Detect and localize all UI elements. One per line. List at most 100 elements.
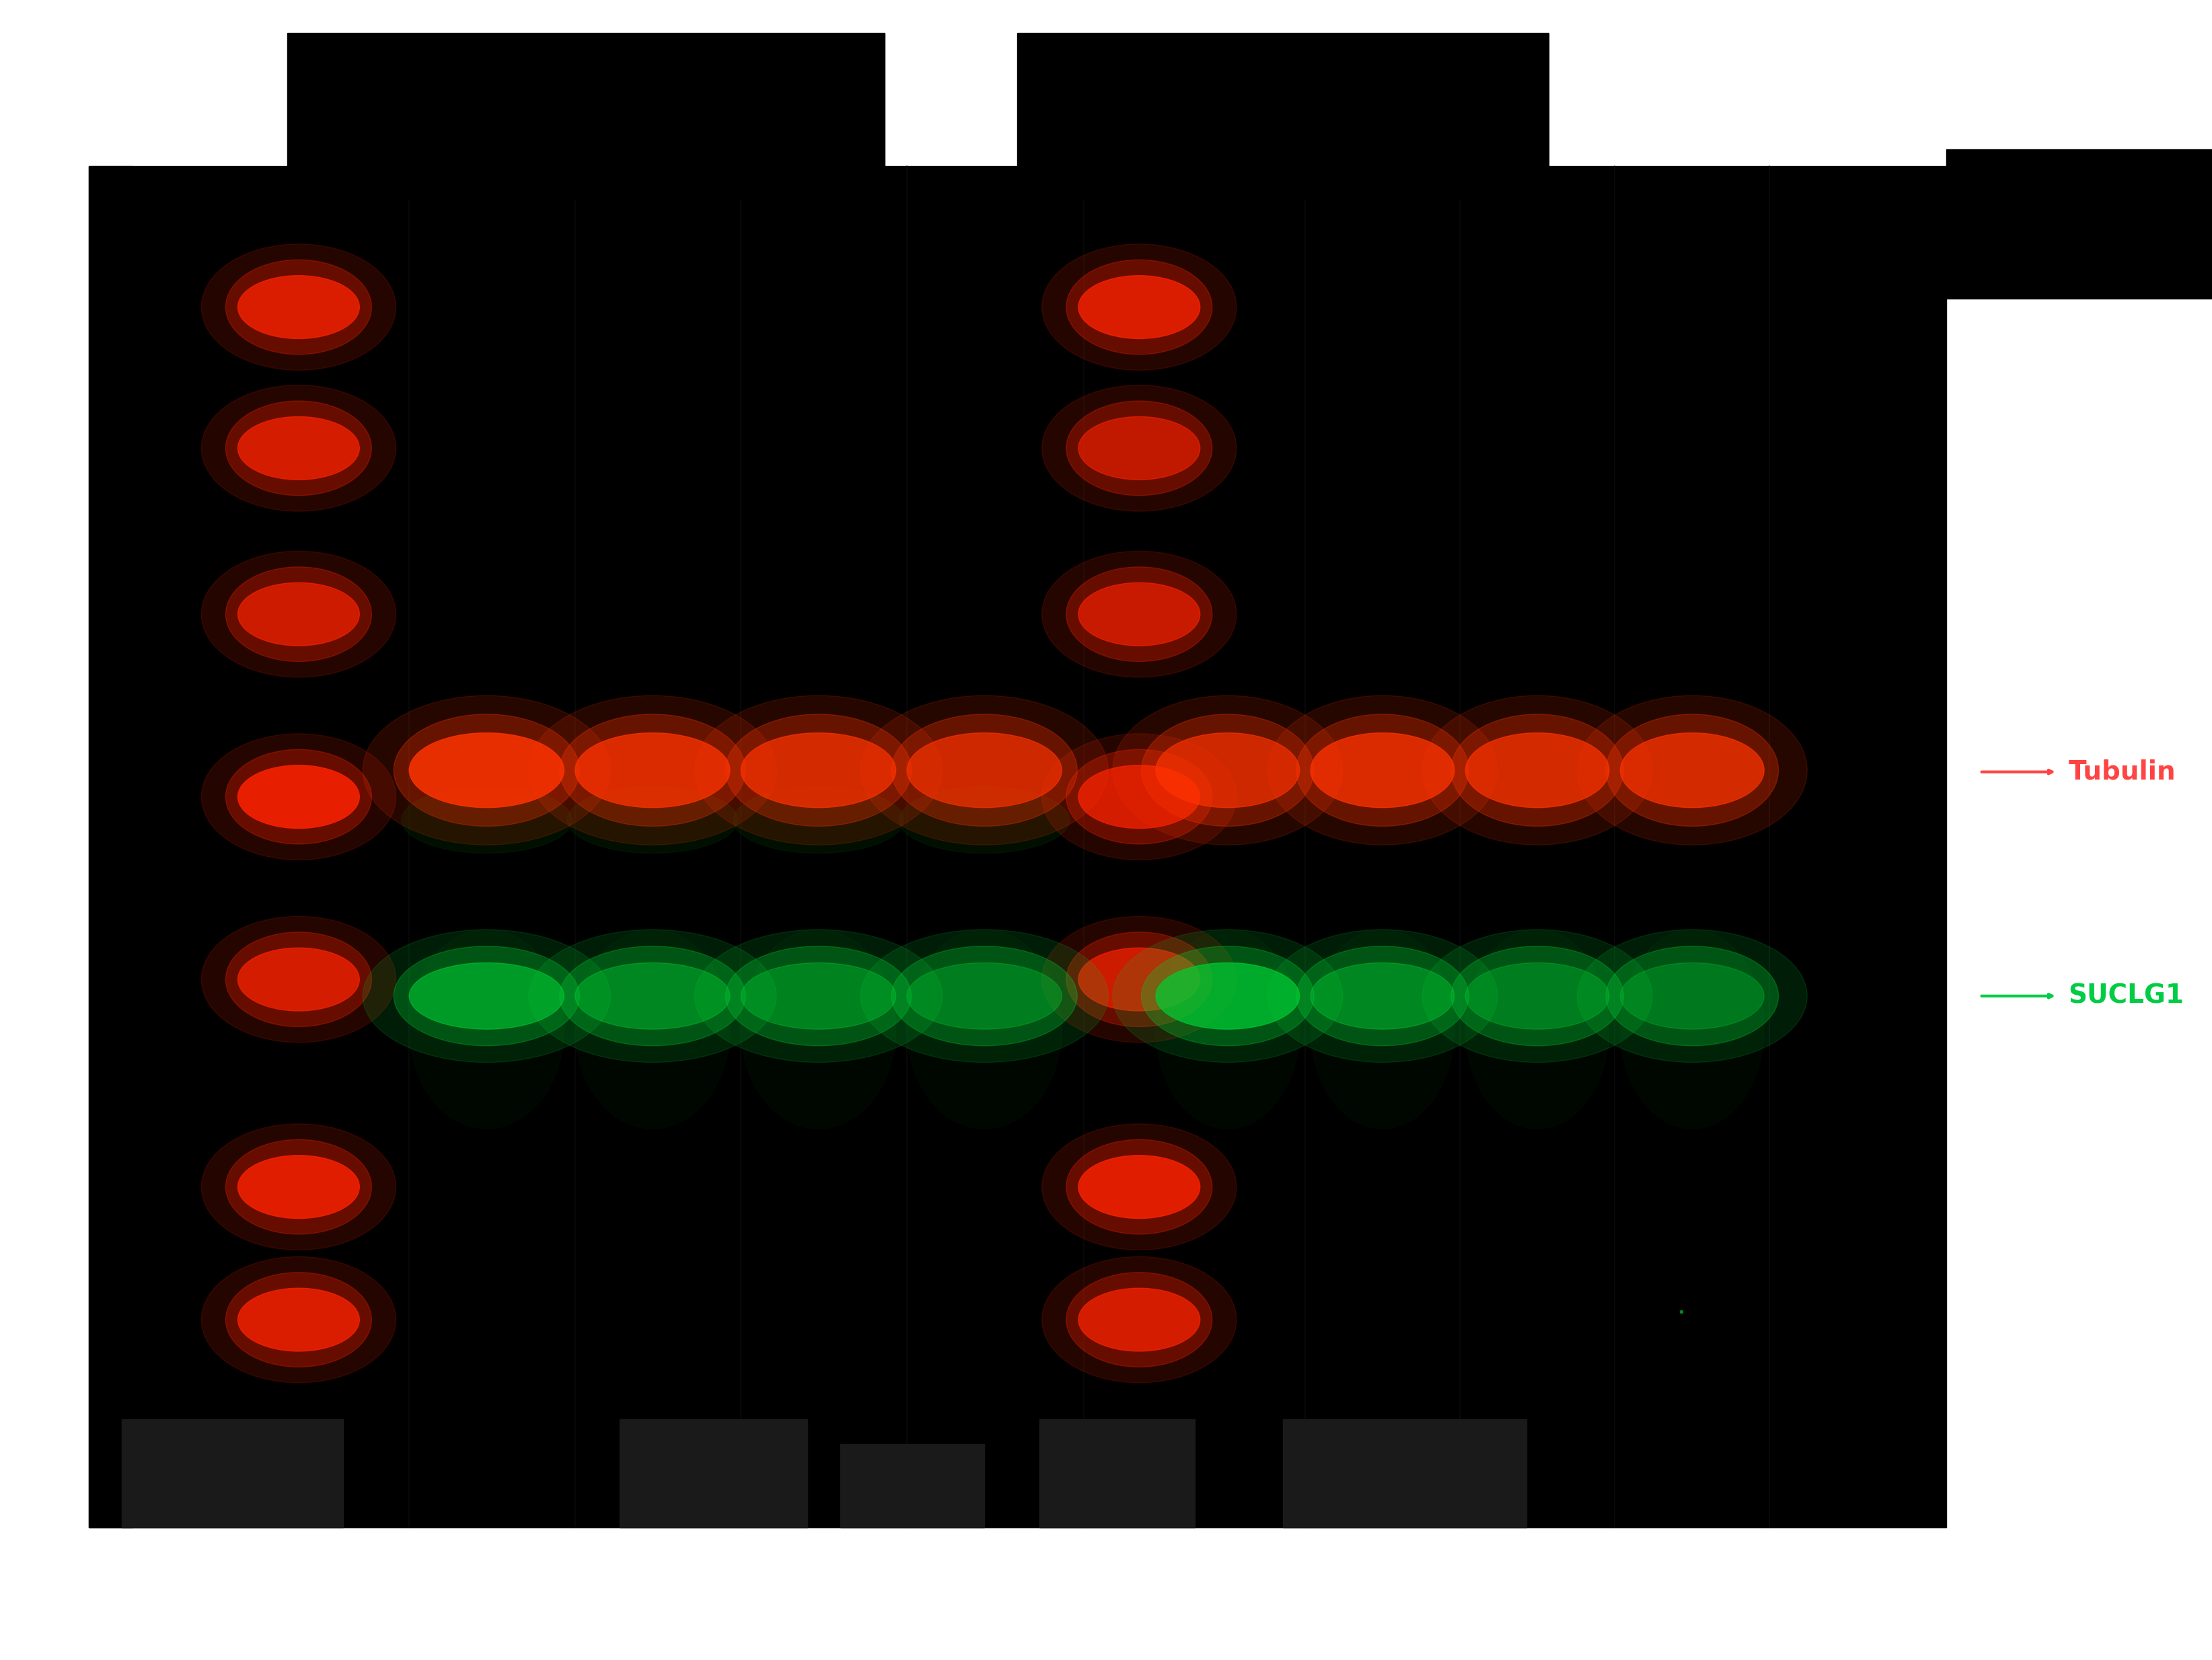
- Ellipse shape: [575, 734, 730, 807]
- Ellipse shape: [898, 787, 1071, 853]
- Ellipse shape: [1141, 946, 1314, 1046]
- Ellipse shape: [907, 963, 1062, 1029]
- Ellipse shape: [201, 734, 396, 860]
- Ellipse shape: [239, 1288, 361, 1351]
- Ellipse shape: [1267, 696, 1498, 845]
- Ellipse shape: [1042, 1124, 1237, 1250]
- Ellipse shape: [529, 696, 776, 845]
- Bar: [288, 33, 885, 199]
- Ellipse shape: [1157, 930, 1301, 1129]
- Text: Tubulin: Tubulin: [2068, 759, 2177, 785]
- Ellipse shape: [1157, 734, 1301, 807]
- Ellipse shape: [1079, 765, 1201, 828]
- Bar: [841, 1444, 984, 1527]
- Ellipse shape: [1113, 930, 1343, 1062]
- Ellipse shape: [1310, 930, 1455, 1129]
- Ellipse shape: [1296, 946, 1469, 1046]
- Ellipse shape: [1296, 714, 1469, 827]
- Ellipse shape: [1464, 963, 1610, 1029]
- Ellipse shape: [239, 1155, 361, 1218]
- Ellipse shape: [566, 787, 737, 853]
- Ellipse shape: [575, 930, 730, 1129]
- Ellipse shape: [1079, 583, 1201, 646]
- Ellipse shape: [1451, 946, 1624, 1046]
- Ellipse shape: [695, 930, 942, 1062]
- Ellipse shape: [1042, 385, 1237, 511]
- Bar: [1947, 149, 2212, 299]
- Ellipse shape: [201, 244, 396, 370]
- Ellipse shape: [575, 963, 730, 1029]
- Ellipse shape: [1464, 734, 1610, 807]
- Ellipse shape: [394, 714, 580, 827]
- Ellipse shape: [1042, 1257, 1237, 1383]
- Ellipse shape: [1310, 963, 1455, 1029]
- Ellipse shape: [1577, 696, 1807, 845]
- Bar: [619, 1419, 807, 1527]
- Ellipse shape: [1577, 930, 1807, 1062]
- Ellipse shape: [560, 714, 745, 827]
- Bar: [88, 166, 133, 1527]
- Ellipse shape: [529, 930, 776, 1062]
- Bar: [1040, 1419, 1194, 1527]
- Ellipse shape: [891, 714, 1077, 827]
- Ellipse shape: [1066, 568, 1212, 662]
- Ellipse shape: [695, 696, 942, 845]
- Ellipse shape: [1079, 948, 1201, 1011]
- Ellipse shape: [226, 568, 372, 662]
- Ellipse shape: [1464, 930, 1610, 1129]
- Ellipse shape: [1310, 734, 1455, 807]
- Ellipse shape: [239, 276, 361, 339]
- Ellipse shape: [1141, 714, 1314, 827]
- Ellipse shape: [201, 1257, 396, 1383]
- Ellipse shape: [201, 1124, 396, 1250]
- Ellipse shape: [1066, 750, 1212, 843]
- Ellipse shape: [1422, 930, 1652, 1062]
- Ellipse shape: [226, 261, 372, 355]
- Ellipse shape: [1451, 714, 1624, 827]
- Ellipse shape: [1157, 963, 1301, 1029]
- Ellipse shape: [1606, 946, 1778, 1046]
- Ellipse shape: [1113, 696, 1343, 845]
- Ellipse shape: [741, 963, 896, 1029]
- Ellipse shape: [1042, 916, 1237, 1042]
- Bar: [1018, 33, 1548, 199]
- Ellipse shape: [226, 402, 372, 496]
- Ellipse shape: [409, 734, 564, 807]
- Text: SUCLG1: SUCLG1: [2068, 983, 2183, 1009]
- Bar: [1283, 1419, 1526, 1527]
- Ellipse shape: [741, 734, 896, 807]
- Ellipse shape: [394, 946, 580, 1046]
- Ellipse shape: [734, 787, 902, 853]
- Ellipse shape: [726, 714, 911, 827]
- Ellipse shape: [1422, 696, 1652, 845]
- Ellipse shape: [1606, 714, 1778, 827]
- Ellipse shape: [201, 551, 396, 677]
- Ellipse shape: [201, 385, 396, 511]
- Ellipse shape: [226, 1140, 372, 1235]
- Ellipse shape: [1267, 930, 1498, 1062]
- Ellipse shape: [1066, 1272, 1212, 1368]
- Ellipse shape: [741, 930, 896, 1129]
- Ellipse shape: [1066, 933, 1212, 1026]
- Ellipse shape: [400, 787, 571, 853]
- Ellipse shape: [860, 696, 1108, 845]
- Ellipse shape: [1066, 261, 1212, 355]
- Ellipse shape: [907, 930, 1062, 1129]
- Ellipse shape: [1619, 930, 1765, 1129]
- Ellipse shape: [239, 948, 361, 1011]
- Ellipse shape: [201, 916, 396, 1042]
- Ellipse shape: [1042, 551, 1237, 677]
- Ellipse shape: [363, 696, 611, 845]
- Ellipse shape: [1042, 244, 1237, 370]
- Ellipse shape: [226, 1272, 372, 1368]
- Ellipse shape: [1079, 1288, 1201, 1351]
- Ellipse shape: [1079, 1155, 1201, 1218]
- Bar: [88, 166, 1947, 1527]
- Ellipse shape: [239, 583, 361, 646]
- Ellipse shape: [1619, 734, 1765, 807]
- Ellipse shape: [363, 930, 611, 1062]
- Ellipse shape: [239, 417, 361, 480]
- Ellipse shape: [1079, 417, 1201, 480]
- Ellipse shape: [409, 963, 564, 1029]
- Ellipse shape: [409, 930, 564, 1129]
